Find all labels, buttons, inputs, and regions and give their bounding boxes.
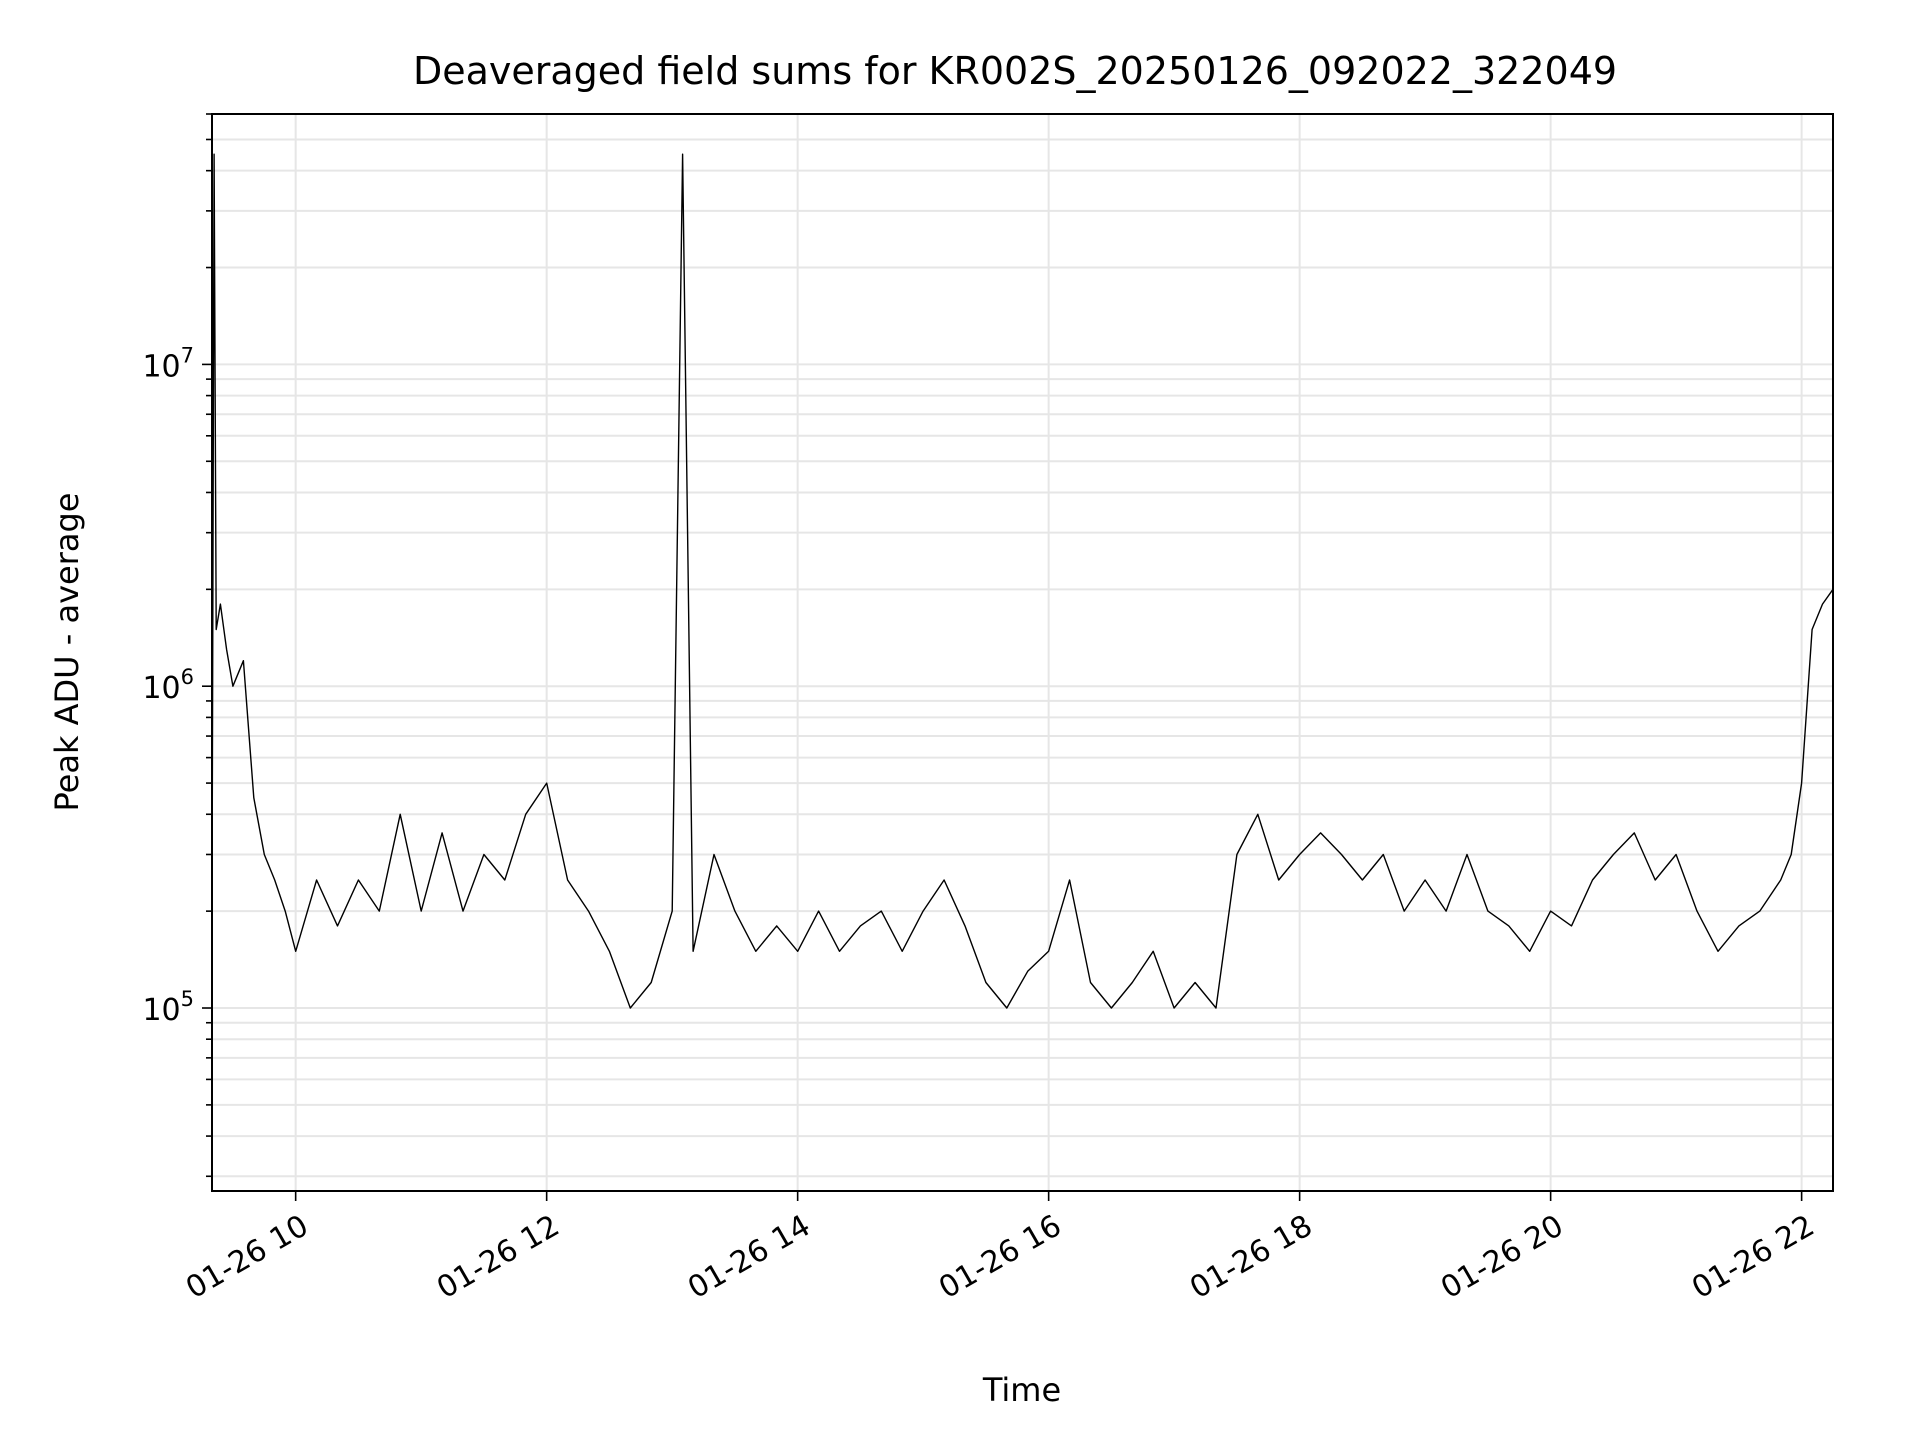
plot-frame: [211, 113, 1834, 1192]
y-axis-title: Peak ADU - average: [48, 493, 86, 812]
y-tick-label: 105: [142, 987, 194, 1028]
y-tick-label: 106: [142, 665, 194, 706]
series-line: [211, 153, 1834, 1009]
x-axis-title: Time: [982, 1371, 1061, 1409]
y-tick-label: 107: [142, 343, 194, 384]
chart-title: Deaveraged field sums for KR002S_2025012…: [413, 49, 1617, 93]
grid: [212, 113, 1833, 1191]
series-group: [211, 153, 1834, 1009]
